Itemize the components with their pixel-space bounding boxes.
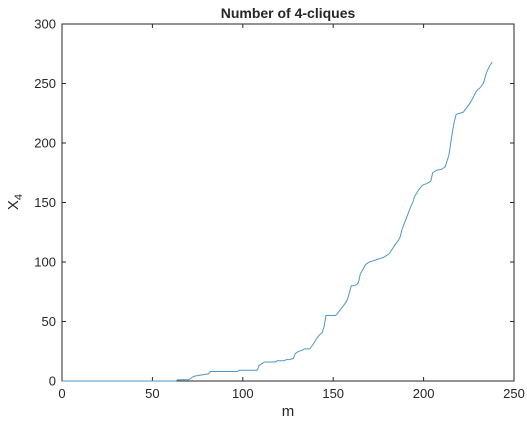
x-axis-ticks: 0 50 100 150 200 250 xyxy=(58,24,525,401)
series-line xyxy=(62,61,493,382)
y-tick-label: 150 xyxy=(34,195,56,210)
y-axis-ticks: 0 50 100 150 200 250 300 xyxy=(34,17,514,389)
chart-title: Number of 4-cliques xyxy=(221,5,356,21)
y-tick-label: 100 xyxy=(34,255,56,270)
y-tick-label: 300 xyxy=(34,17,56,32)
y-tick-label: 50 xyxy=(42,314,56,329)
y-tick-label: 250 xyxy=(34,76,56,91)
y-tick-label: 0 xyxy=(49,374,56,389)
x-tick-label: 250 xyxy=(503,386,525,401)
x-tick-label: 50 xyxy=(145,386,159,401)
y-tick-label: 200 xyxy=(34,136,56,151)
x-tick-label: 100 xyxy=(232,386,254,401)
y-axis-label: X4 xyxy=(5,194,25,210)
x-tick-label: 150 xyxy=(322,386,344,401)
y-axis-label-main: X xyxy=(5,200,22,210)
x-tick-label: 200 xyxy=(413,386,435,401)
plot-area xyxy=(61,23,515,382)
x-axis-label: m xyxy=(282,403,295,420)
y-axis-label-subscript: 4 xyxy=(13,194,25,200)
x-tick-label: 0 xyxy=(58,386,65,401)
